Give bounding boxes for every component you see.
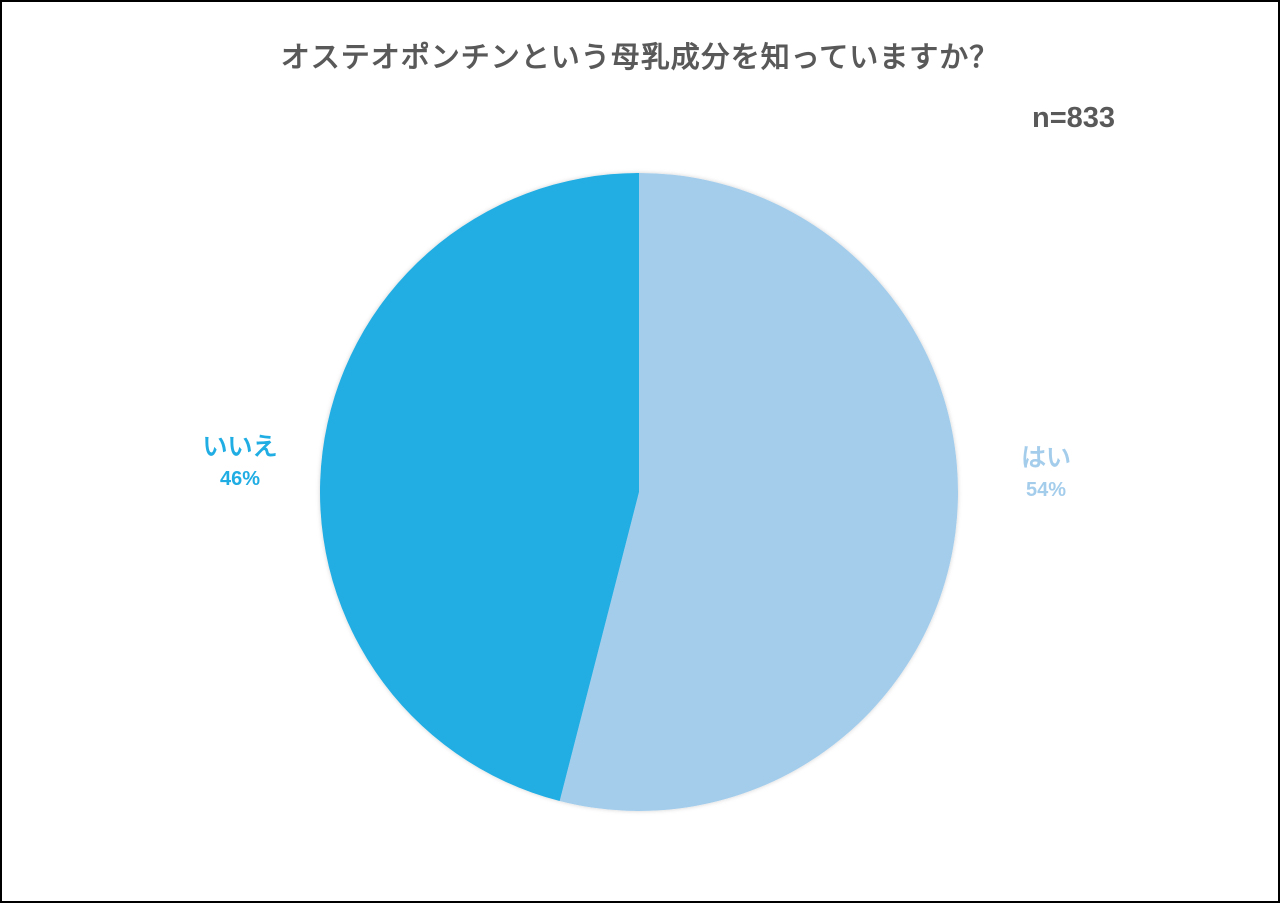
slice-value-yes: 54% — [1025, 479, 1067, 501]
chart-title: オステオポンチンという母乳成分を知っていますか？ — [280, 40, 1000, 74]
slice-name-yes: はい — [1020, 443, 1071, 472]
sample-size-label: n=833 — [1032, 102, 1116, 134]
slice-value-no: 46% — [219, 468, 261, 490]
pie-slice-no — [320, 172, 639, 801]
slice-label-yes: はい 54% — [996, 441, 1096, 505]
slice-name-no: いいえ — [202, 432, 278, 461]
pie-slice-yes — [559, 173, 958, 811]
slice-label-no: いいえ 46% — [190, 430, 290, 494]
